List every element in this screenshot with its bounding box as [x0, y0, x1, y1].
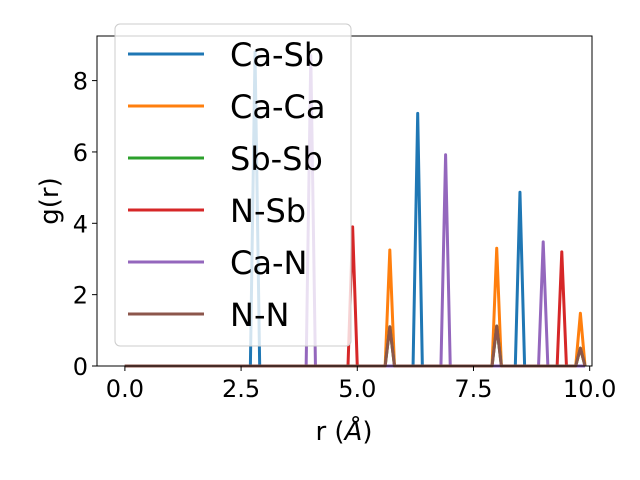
legend-label-ca-sb: Ca-Sb [230, 36, 324, 74]
legend: Ca-Sb Ca-Ca Sb-Sb N-Sb Ca-N N-N [114, 23, 352, 347]
x-tick-label: 10.0 [563, 375, 616, 403]
legend-label-sb-sb: Sb-Sb [230, 140, 323, 178]
y-tick-label: 0 [73, 353, 88, 381]
x-tick-label: 5.0 [338, 375, 376, 403]
y-axis-ticks: 0 2 4 6 8 [73, 68, 97, 381]
legend-label-n-n: N-N [230, 296, 289, 334]
legend-label-ca-ca: Ca-Ca [230, 88, 325, 126]
y-tick-label: 6 [73, 139, 88, 167]
y-tick-label: 4 [73, 210, 88, 238]
series-line-ca-ca [124, 246, 587, 368]
y-tick-label: 2 [73, 282, 88, 310]
legend-label-ca-n: Ca-N [230, 244, 307, 282]
legend-label-n-sb: N-Sb [230, 192, 306, 230]
y-tick-label: 8 [73, 68, 88, 96]
y-axis-title: g(r) [35, 177, 65, 224]
series-line-n-n [124, 324, 587, 368]
x-axis-title: r (Å) [315, 415, 372, 447]
x-tick-label: 0.0 [106, 375, 144, 403]
x-tick-label: 7.5 [454, 375, 492, 403]
x-tick-label: 2.5 [222, 375, 260, 403]
x-axis-ticks: 0.0 2.5 5.0 7.5 10.0 [106, 366, 616, 403]
